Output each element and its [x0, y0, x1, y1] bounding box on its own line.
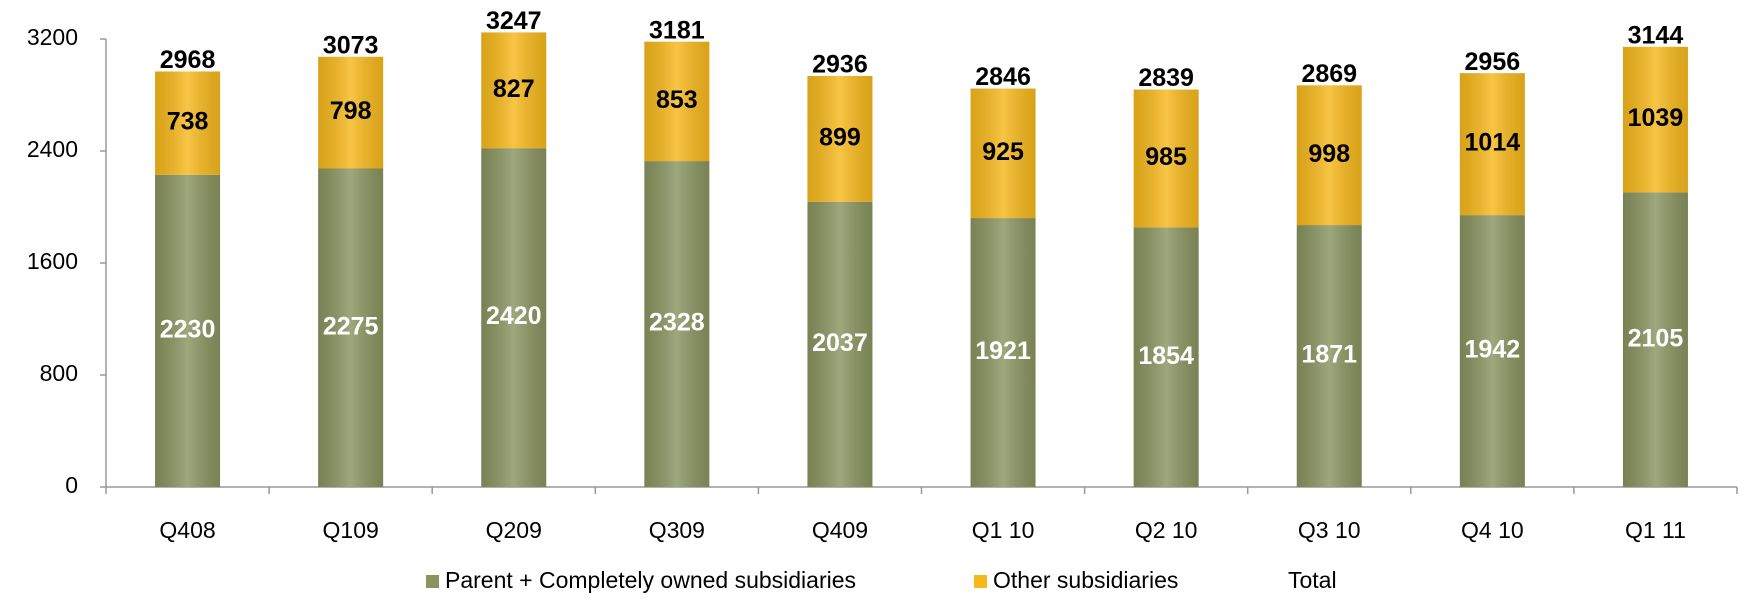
y-tick-label: 3200 [27, 24, 78, 50]
total-label: 2839 [1138, 64, 1194, 92]
total-label: 3247 [486, 7, 542, 35]
data-label: 1854 [1138, 342, 1194, 370]
data-label: 1942 [1465, 336, 1521, 364]
data-label: 998 [1308, 140, 1350, 168]
x-tick-label: Q408 [159, 517, 215, 543]
legend-swatch [426, 575, 439, 588]
data-label: 798 [330, 97, 372, 125]
total-label: 3181 [649, 16, 705, 44]
bar-shine [807, 201, 873, 487]
y-tick-label: 2400 [27, 136, 78, 162]
data-label: 985 [1145, 143, 1187, 171]
data-label: 2105 [1628, 324, 1684, 352]
bar-shine [155, 174, 221, 488]
x-tick-label: Q409 [812, 517, 868, 543]
bar-shine [807, 75, 873, 202]
bar-shine [1296, 85, 1362, 226]
total-label: 2869 [1301, 60, 1357, 88]
data-label: 1014 [1465, 129, 1521, 157]
legend-label: Parent + Completely owned subsidiaries [445, 567, 856, 593]
total-label: 2968 [160, 46, 216, 74]
total-label: 3144 [1628, 21, 1684, 49]
data-label: 925 [982, 138, 1024, 166]
bar-shine [1622, 46, 1688, 193]
total-label: 2846 [975, 63, 1031, 91]
data-label: 853 [656, 86, 698, 114]
data-label: 2275 [323, 312, 379, 340]
total-label: 2956 [1465, 48, 1521, 76]
legend-label: Total [1288, 567, 1337, 593]
x-tick-label: Q109 [323, 517, 379, 543]
data-label: 2230 [160, 316, 216, 344]
bar-shine [1459, 73, 1525, 216]
bar-shine [1296, 225, 1362, 487]
x-tick-label: Q1 11 [1625, 517, 1686, 543]
x-tick-label: Q1 10 [972, 517, 1035, 543]
total-label: 2936 [812, 51, 868, 79]
x-tick-label: Q3 10 [1298, 517, 1361, 543]
data-label: 2420 [486, 302, 542, 330]
legend-label: Other subsidiaries [993, 567, 1178, 593]
x-tick-label: Q2 10 [1135, 517, 1198, 543]
x-tick-label: Q4 10 [1461, 517, 1524, 543]
x-tick-label: Q309 [649, 517, 705, 543]
data-label: 2328 [649, 309, 705, 337]
bar-shine [155, 71, 221, 175]
total-label: 3073 [323, 31, 379, 59]
y-tick-label: 800 [40, 360, 78, 386]
bar-shine [318, 168, 384, 487]
bar-shine [481, 148, 547, 487]
bar-shine [1459, 215, 1525, 487]
bar-shine [970, 218, 1036, 487]
data-label: 1039 [1628, 104, 1684, 132]
data-label: 2037 [812, 329, 868, 357]
y-tick-label: 0 [65, 472, 78, 498]
y-tick-label: 1600 [27, 248, 78, 274]
bar-shine [1622, 192, 1688, 488]
data-label: 827 [493, 75, 535, 103]
data-label: 1921 [975, 337, 1031, 365]
data-label: 899 [819, 123, 861, 151]
bar-shine [1133, 89, 1199, 228]
bar-shine [970, 88, 1036, 219]
bar-shine [644, 41, 710, 162]
data-label: 1871 [1301, 341, 1357, 369]
bar-shine [481, 32, 547, 149]
bar-shine [1133, 227, 1199, 487]
x-tick-label: Q209 [486, 517, 542, 543]
bar-shine [318, 56, 384, 169]
bar-shine [644, 161, 710, 487]
data-label: 738 [167, 108, 209, 136]
legend-swatch [974, 575, 987, 588]
